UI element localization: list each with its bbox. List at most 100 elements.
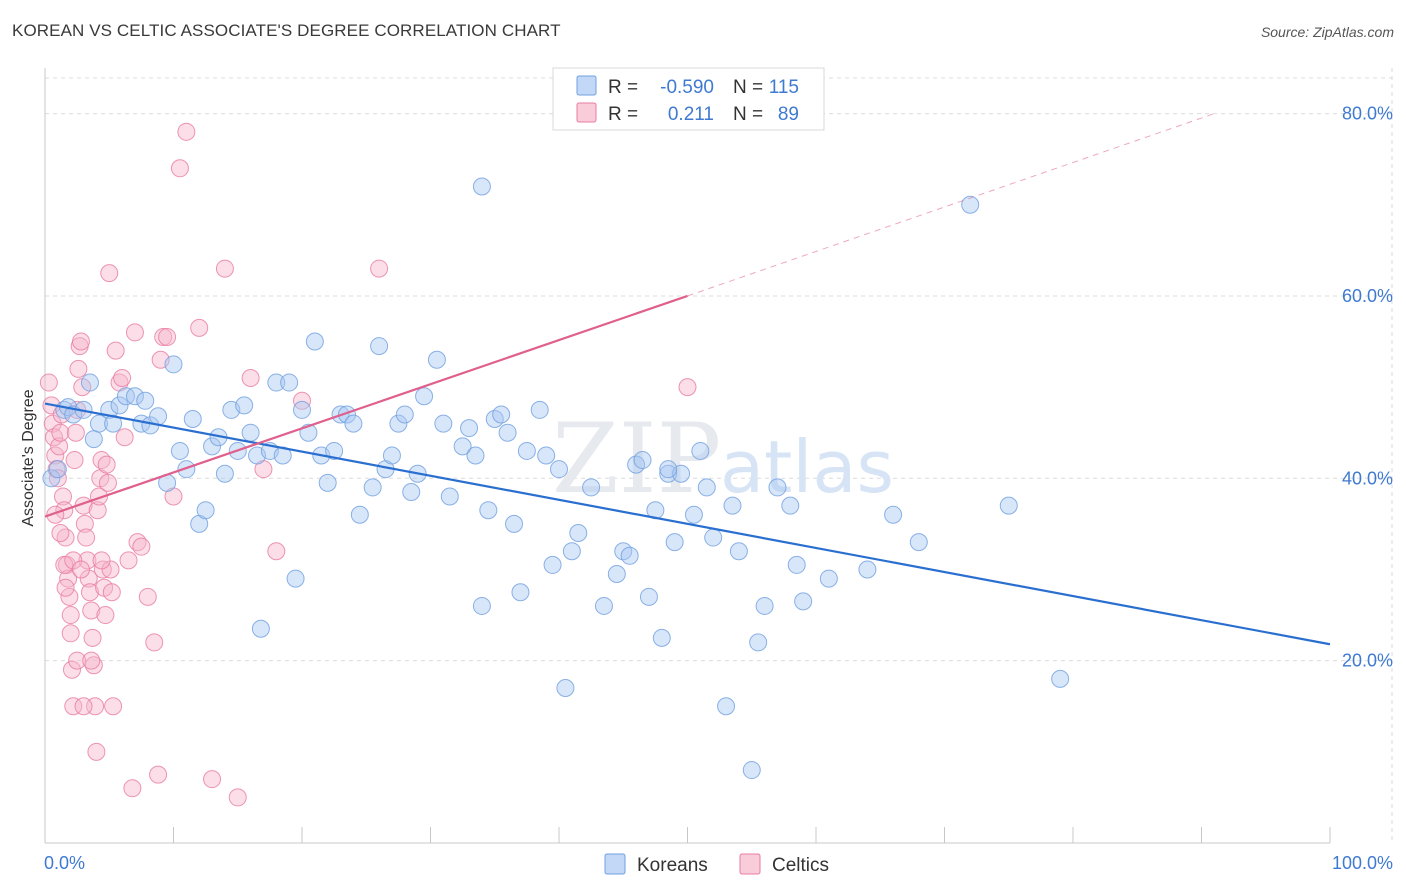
korean-point	[382, 446, 401, 465]
korean-point	[569, 524, 588, 542]
celtic-point	[68, 651, 87, 670]
korean-point	[389, 414, 408, 433]
korean-point	[742, 761, 761, 780]
bottom-legend-koreans: Koreans	[637, 855, 708, 876]
celtic-point	[119, 551, 138, 570]
legend-swatch-koreans	[576, 75, 597, 96]
celtic-point	[145, 633, 164, 652]
legend-r-value: -0.590	[660, 77, 714, 98]
celtic-point	[56, 578, 75, 597]
korean-point	[485, 410, 504, 429]
korean-point	[607, 565, 626, 584]
korean-point	[251, 619, 270, 638]
celtic-point	[101, 560, 120, 579]
x-tick-labels: 0.0% 100.0%	[44, 853, 1393, 873]
legend-swatch-celtics	[576, 102, 597, 123]
celtic-point	[203, 770, 222, 789]
stats-legend: R = -0.590 N = 115 R = 0.211 N = 89	[552, 67, 825, 131]
celtic-point	[293, 391, 311, 410]
korean-point	[627, 455, 646, 474]
celtic-point	[61, 606, 80, 625]
korean-point	[453, 437, 472, 456]
celtic-point	[43, 414, 62, 433]
korean-point	[639, 587, 658, 606]
y-axis-label: Associate's Degree	[20, 389, 37, 526]
korean-point	[318, 473, 337, 492]
legend-r-value: 0.211	[668, 104, 714, 125]
korean-point	[530, 400, 549, 419]
korean-point	[537, 446, 556, 465]
korean-point	[196, 501, 215, 520]
korean-point	[472, 177, 491, 196]
celtic-point	[104, 697, 123, 716]
celtic-point	[115, 428, 134, 447]
celtic-point	[370, 259, 389, 278]
celtic-point	[89, 487, 108, 506]
celtic-point	[88, 501, 107, 520]
celtic-point	[50, 437, 69, 456]
celtic-point	[241, 369, 260, 387]
legend-r-label: R =	[608, 77, 638, 98]
korean-point	[110, 396, 129, 415]
korean-point	[1051, 669, 1070, 688]
trend-lines	[44, 113, 1331, 646]
korean-point	[999, 496, 1018, 515]
korean-point	[505, 514, 524, 533]
x-tick-label: 100.0%	[1332, 853, 1393, 873]
korean-point	[543, 555, 562, 574]
watermark-atlas: atlas	[720, 425, 894, 509]
korean-point	[717, 697, 736, 716]
korean-point	[472, 596, 491, 615]
korean-point	[235, 396, 254, 415]
bottom-legend-swatch-celtics	[739, 853, 761, 875]
watermark-zip: ZIP	[552, 403, 721, 515]
celtic-point	[80, 583, 99, 602]
korean-point	[84, 430, 103, 449]
axes	[44, 68, 1331, 844]
celtic-point	[100, 264, 119, 283]
korean-point	[42, 469, 61, 488]
korean-point	[729, 542, 748, 561]
legend-r-label: R =	[608, 104, 638, 125]
celtic-point	[228, 788, 247, 807]
korean-point	[614, 542, 633, 561]
celtic-point	[60, 587, 79, 606]
celtic-point	[44, 428, 63, 447]
legend-n-value: 115	[769, 77, 799, 98]
celtic-point	[106, 341, 125, 360]
korean-point	[267, 373, 286, 392]
celtic-point	[71, 560, 90, 579]
korean-point	[80, 373, 99, 392]
celtic-point	[123, 779, 142, 798]
korean-point	[517, 441, 536, 460]
celtic-point	[154, 327, 173, 346]
chart-title: KOREAN VS CELTIC ASSOCIATE'S DEGREE CORR…	[12, 21, 561, 40]
korean-point	[215, 464, 234, 483]
y-tick-label: 40.0%	[1342, 468, 1393, 488]
celtic-point	[71, 332, 90, 351]
korean-point	[370, 337, 389, 356]
korean-point	[697, 478, 716, 497]
korean-point	[749, 633, 768, 652]
korean-point	[620, 546, 639, 565]
source-credit: Source: ZipAtlas.com	[1260, 24, 1394, 40]
celtic-point	[74, 697, 93, 716]
korean-point	[402, 482, 421, 501]
celtic-point	[78, 551, 97, 570]
y-tick-labels: 20.0% 40.0% 60.0% 80.0%	[1342, 104, 1393, 671]
celtic-point	[77, 528, 96, 547]
korean-point	[286, 569, 305, 588]
celtic-point	[82, 651, 101, 670]
celtic-point	[51, 423, 70, 442]
korean-point	[562, 542, 581, 561]
korean-point	[337, 405, 356, 424]
korean-point	[556, 679, 575, 697]
korean-point	[363, 478, 382, 497]
celtic-point	[215, 259, 234, 278]
korean-point	[305, 332, 324, 351]
celtic-point	[678, 378, 697, 397]
celtic-point	[46, 446, 65, 465]
korean-point	[884, 505, 903, 524]
korean-point	[511, 583, 530, 602]
korean-point	[183, 410, 202, 429]
